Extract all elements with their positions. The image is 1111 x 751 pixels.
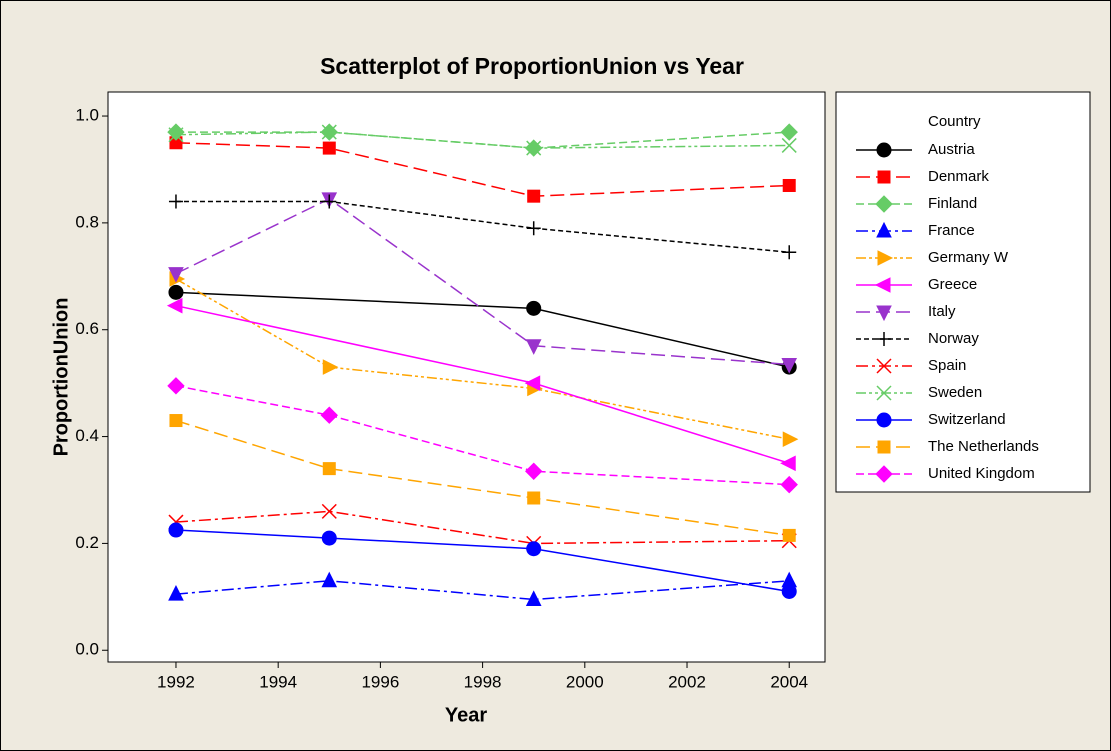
x-tick-label: 1992 xyxy=(157,672,195,691)
series-line xyxy=(175,419,790,537)
marker xyxy=(525,339,542,355)
y-tick-label: 1.0 xyxy=(75,106,99,125)
marker xyxy=(168,585,184,601)
marker xyxy=(875,195,893,213)
y-axis-label: ProportionUnion xyxy=(50,298,72,457)
series-line xyxy=(175,529,790,593)
marker xyxy=(877,170,891,184)
legend-label: Finland xyxy=(928,195,977,212)
marker xyxy=(877,332,891,346)
marker xyxy=(168,522,184,538)
series-line xyxy=(175,131,790,149)
marker xyxy=(168,284,184,300)
marker xyxy=(781,357,798,374)
chart-title: Scatterplot of ProportionUnion vs Year xyxy=(320,53,744,79)
marker xyxy=(877,250,894,266)
marker xyxy=(524,462,543,480)
legend-label: Denmark xyxy=(928,168,989,185)
legend-label: Greece xyxy=(928,276,977,293)
series-line xyxy=(175,385,790,486)
marker xyxy=(526,140,542,156)
marker xyxy=(780,455,796,472)
legend-box xyxy=(835,91,1091,493)
series-line xyxy=(175,200,790,254)
marker xyxy=(782,245,797,260)
y-tick-label: 0.6 xyxy=(75,319,99,338)
marker xyxy=(876,358,892,374)
marker xyxy=(167,377,185,395)
y-tick-label: 0.2 xyxy=(75,533,99,552)
legend-label: Norway xyxy=(928,330,979,347)
series-line xyxy=(175,142,790,197)
legend-label: Austria xyxy=(928,141,975,158)
marker xyxy=(527,491,541,505)
marker xyxy=(166,297,183,314)
x-tick-label: 2004 xyxy=(770,672,808,691)
x-tick-label: 2000 xyxy=(566,672,604,691)
marker xyxy=(526,221,541,236)
marker xyxy=(526,541,542,557)
marker xyxy=(320,406,338,424)
y-tick-label: 0.0 xyxy=(75,640,99,659)
marker xyxy=(321,530,337,546)
legend-label: United Kingdom xyxy=(928,465,1035,482)
marker xyxy=(322,141,336,155)
legend-title: Country xyxy=(928,113,981,130)
series-line xyxy=(175,510,790,545)
marker xyxy=(780,475,798,494)
legend-label: Spain xyxy=(928,357,966,374)
legend-label: Germany W xyxy=(928,249,1009,266)
marker xyxy=(782,431,799,448)
y-tick-label: 0.4 xyxy=(75,426,99,445)
series-line xyxy=(175,580,790,601)
marker xyxy=(321,124,337,140)
x-tick-label: 1998 xyxy=(464,672,502,691)
marker xyxy=(526,300,542,316)
marker xyxy=(322,359,339,375)
marker xyxy=(527,189,541,203)
marker xyxy=(168,267,184,283)
marker xyxy=(781,137,797,153)
marker xyxy=(168,127,184,143)
legend-label: Switzerland xyxy=(928,411,1006,428)
marker xyxy=(322,194,337,209)
x-axis-label: Year xyxy=(445,704,487,726)
plot-area xyxy=(107,91,826,663)
marker xyxy=(321,503,337,519)
legend-label: Sweden xyxy=(928,384,982,401)
x-tick-label: 2002 xyxy=(668,672,706,691)
x-tick-label: 1994 xyxy=(259,672,297,691)
legend-label: Italy xyxy=(928,303,956,320)
series-line xyxy=(175,197,790,366)
marker xyxy=(524,375,541,391)
marker xyxy=(877,440,891,454)
marker xyxy=(781,583,797,599)
legend-label: France xyxy=(928,222,975,239)
marker xyxy=(876,385,892,401)
marker xyxy=(780,123,798,141)
marker xyxy=(168,194,183,209)
x-tick-label: 1996 xyxy=(361,672,399,691)
marker xyxy=(876,412,892,428)
marker xyxy=(169,414,183,428)
marker xyxy=(876,221,892,238)
marker xyxy=(874,277,891,293)
marker xyxy=(782,178,796,192)
marker xyxy=(322,462,336,476)
y-tick-label: 0.8 xyxy=(75,212,99,231)
marker xyxy=(321,571,338,588)
marker xyxy=(782,528,796,542)
marker xyxy=(525,590,542,606)
marker xyxy=(876,142,892,158)
legend-label: The Netherlands xyxy=(928,438,1039,455)
marker xyxy=(876,305,892,322)
marker xyxy=(875,465,893,483)
